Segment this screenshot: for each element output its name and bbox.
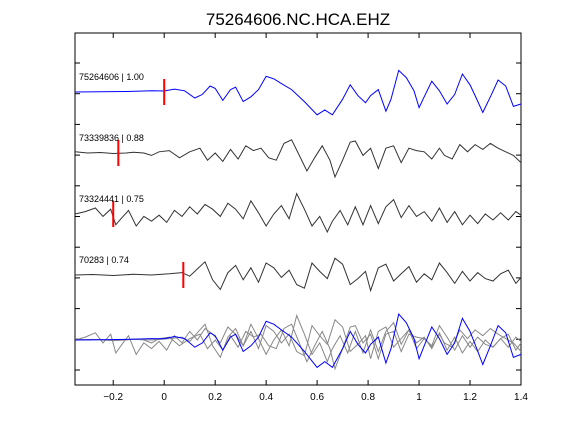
x-tick-label: 0.6 xyxy=(310,392,324,403)
overlay-line-2 xyxy=(74,323,522,371)
x-tick-label: −0.2 xyxy=(103,392,123,403)
chart-title: 75264606.NC.HCA.EHZ xyxy=(206,10,390,29)
trace-label-1: 75264606 | 1.00 xyxy=(79,72,144,82)
trace-line-2 xyxy=(74,139,522,179)
trace-label-4: 70283 | 0.74 xyxy=(79,255,129,265)
axis-ticks: −0.2 0 0.2 0.4 0.6 0.8 1 1.2 1.4 xyxy=(75,33,528,403)
x-tick-label: 1.4 xyxy=(514,392,528,403)
overlay-line-3 xyxy=(74,313,522,363)
x-tick-label: 0.8 xyxy=(361,392,375,403)
x-tick-label: 0.2 xyxy=(208,392,222,403)
trace-label-3: 73324441 | 0.75 xyxy=(79,194,144,204)
trace-labels: 75264606 | 1.00 73339836 | 0.88 73324441 |… xyxy=(79,72,144,265)
x-tick-label: 1.2 xyxy=(463,392,477,403)
overlay-line-1 xyxy=(74,313,522,369)
overlay-stack xyxy=(74,313,522,371)
overlay-line-4 xyxy=(74,318,522,359)
x-tick-label: 1 xyxy=(416,392,422,403)
x-tick-label: 0.4 xyxy=(259,392,273,403)
plot-frame xyxy=(74,32,522,386)
trace-line-3 xyxy=(74,192,522,234)
trace-label-2: 73339836 | 0.88 xyxy=(79,133,144,143)
trace-line-4 xyxy=(74,257,522,293)
x-tick-label: 0 xyxy=(161,392,167,403)
trace-group xyxy=(74,69,522,293)
trace-line-1 xyxy=(74,69,522,116)
